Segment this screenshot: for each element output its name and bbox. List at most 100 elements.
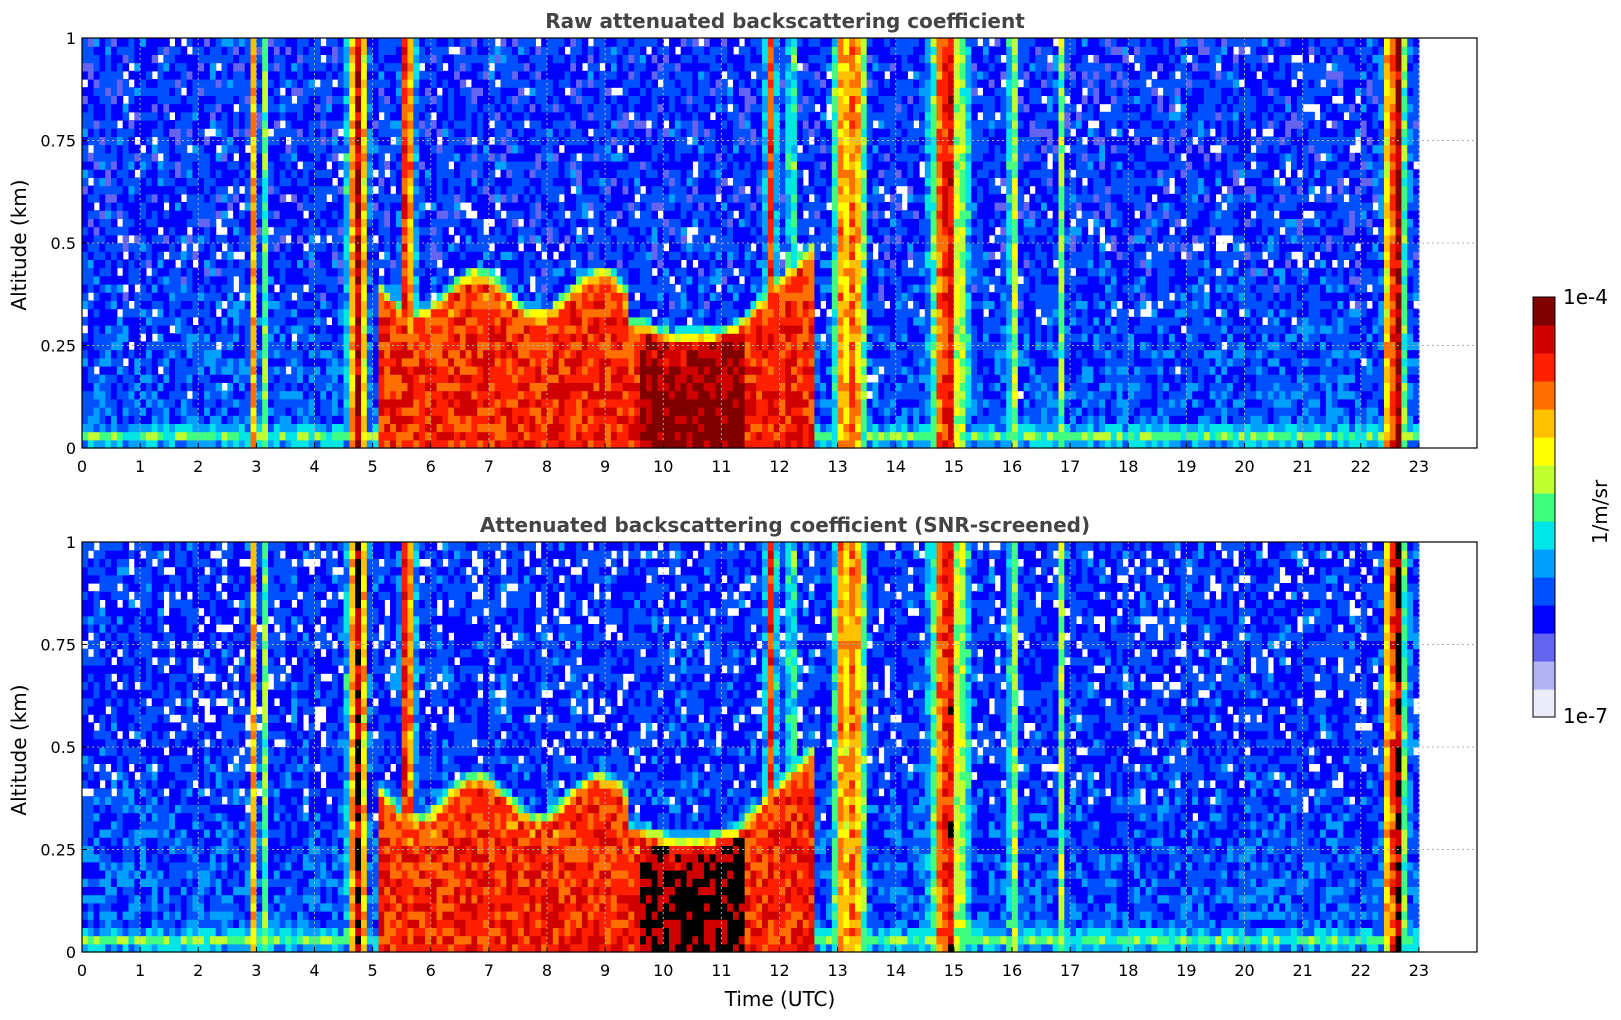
heatmap-cell	[331, 169, 339, 178]
heatmap-cell	[395, 292, 403, 301]
heatmap-cell	[314, 325, 321, 334]
heatmap-cell	[517, 226, 525, 236]
heatmap-cell	[140, 423, 147, 433]
heatmap-cell	[651, 46, 659, 55]
heatmap-cell	[262, 357, 269, 367]
heatmap-cell	[279, 202, 287, 211]
heatmap-cell	[378, 341, 385, 351]
heatmap-cell	[593, 374, 600, 383]
heatmap-cell	[465, 407, 473, 416]
heatmap-cell	[291, 111, 298, 121]
heatmap-cell	[175, 325, 182, 334]
heatmap-cell	[424, 193, 432, 203]
heatmap-cell	[500, 185, 507, 195]
heatmap-cell	[674, 226, 682, 236]
heatmap-cell	[593, 193, 600, 203]
heatmap-cell	[175, 398, 182, 408]
heatmap-cell	[116, 398, 124, 408]
heatmap-cell	[663, 423, 670, 433]
heatmap-cell	[250, 300, 257, 310]
heatmap-cell	[616, 366, 624, 375]
heatmap-cell	[238, 357, 246, 367]
heatmap-cell	[587, 177, 595, 187]
heatmap-cell	[302, 390, 310, 400]
heatmap-cell	[576, 398, 583, 408]
heatmap-cell	[361, 423, 368, 433]
heatmap-cell	[122, 341, 130, 351]
heatmap-cell	[570, 120, 577, 129]
heatmap-cell	[372, 62, 380, 72]
heatmap-cell	[349, 366, 356, 375]
heatmap-cell	[180, 128, 188, 137]
heatmap-cell	[372, 46, 380, 55]
heatmap-cell	[506, 267, 513, 277]
heatmap-cell	[552, 390, 560, 400]
heatmap-cell	[494, 218, 502, 228]
heatmap-cell	[523, 144, 531, 154]
heatmap-cell	[82, 185, 89, 195]
heatmap-cell	[349, 120, 356, 129]
heatmap-cell	[297, 357, 304, 367]
heatmap-cell	[169, 218, 176, 228]
heatmap-cell	[430, 407, 438, 416]
heatmap-cell	[262, 259, 269, 269]
heatmap-cell	[233, 366, 240, 375]
heatmap-cell	[378, 382, 385, 392]
heatmap-cell	[198, 398, 205, 408]
heatmap-cell	[645, 161, 653, 170]
heatmap-cell	[343, 308, 350, 318]
heatmap-cell	[442, 120, 449, 129]
heatmap-cell	[430, 259, 438, 269]
heatmap-cell	[640, 111, 647, 121]
heatmap-cell	[558, 284, 566, 293]
heatmap-cell	[372, 161, 380, 170]
heatmap-cell	[355, 144, 362, 154]
heatmap-cell	[454, 79, 461, 88]
heatmap-cell	[262, 349, 269, 359]
heatmap-cell	[82, 120, 89, 129]
heatmap-cell	[145, 341, 153, 351]
heatmap-cell	[587, 46, 595, 55]
heatmap-cell	[366, 374, 374, 383]
heatmap-cell	[390, 193, 397, 203]
heatmap-cell	[477, 267, 484, 277]
heatmap-cell	[169, 103, 176, 113]
heatmap-cell	[366, 382, 374, 392]
heatmap-cell	[366, 316, 374, 326]
heatmap-cell	[430, 95, 438, 105]
heatmap-cell	[552, 70, 560, 80]
heatmap-cell	[291, 169, 298, 178]
heatmap-cell	[134, 316, 141, 326]
heatmap-cell	[308, 193, 316, 203]
heatmap-cell	[535, 366, 542, 375]
heatmap-cell	[93, 357, 101, 367]
heatmap-cell	[349, 54, 356, 64]
heatmap-cell	[651, 54, 659, 64]
heatmap-cell	[337, 316, 345, 326]
heatmap-cell	[448, 95, 455, 105]
heatmap-cell	[401, 308, 409, 318]
heatmap-cell	[169, 144, 176, 154]
heatmap-cell	[268, 292, 275, 301]
heatmap-cell	[483, 407, 490, 416]
heatmap-cell	[192, 161, 199, 170]
heatmap-cell	[343, 210, 350, 219]
heatmap-cell	[273, 177, 281, 187]
heatmap-cell	[308, 210, 316, 219]
heatmap-cell	[442, 111, 449, 121]
heatmap-cell	[372, 308, 380, 318]
heatmap-cell	[302, 62, 310, 72]
heatmap-cell	[547, 120, 554, 129]
heatmap-cell	[483, 292, 490, 301]
heatmap-cell	[314, 38, 321, 47]
heatmap-cell	[407, 275, 414, 285]
heatmap-cell	[337, 87, 345, 96]
heatmap-cell	[111, 234, 118, 244]
heatmap-cell	[454, 439, 461, 449]
heatmap-cell	[581, 38, 589, 47]
heatmap-cell	[506, 210, 513, 219]
heatmap-cell	[628, 357, 635, 367]
heatmap-cell	[198, 79, 205, 88]
heatmap-cell	[308, 70, 316, 80]
heatmap-cell	[372, 70, 380, 80]
